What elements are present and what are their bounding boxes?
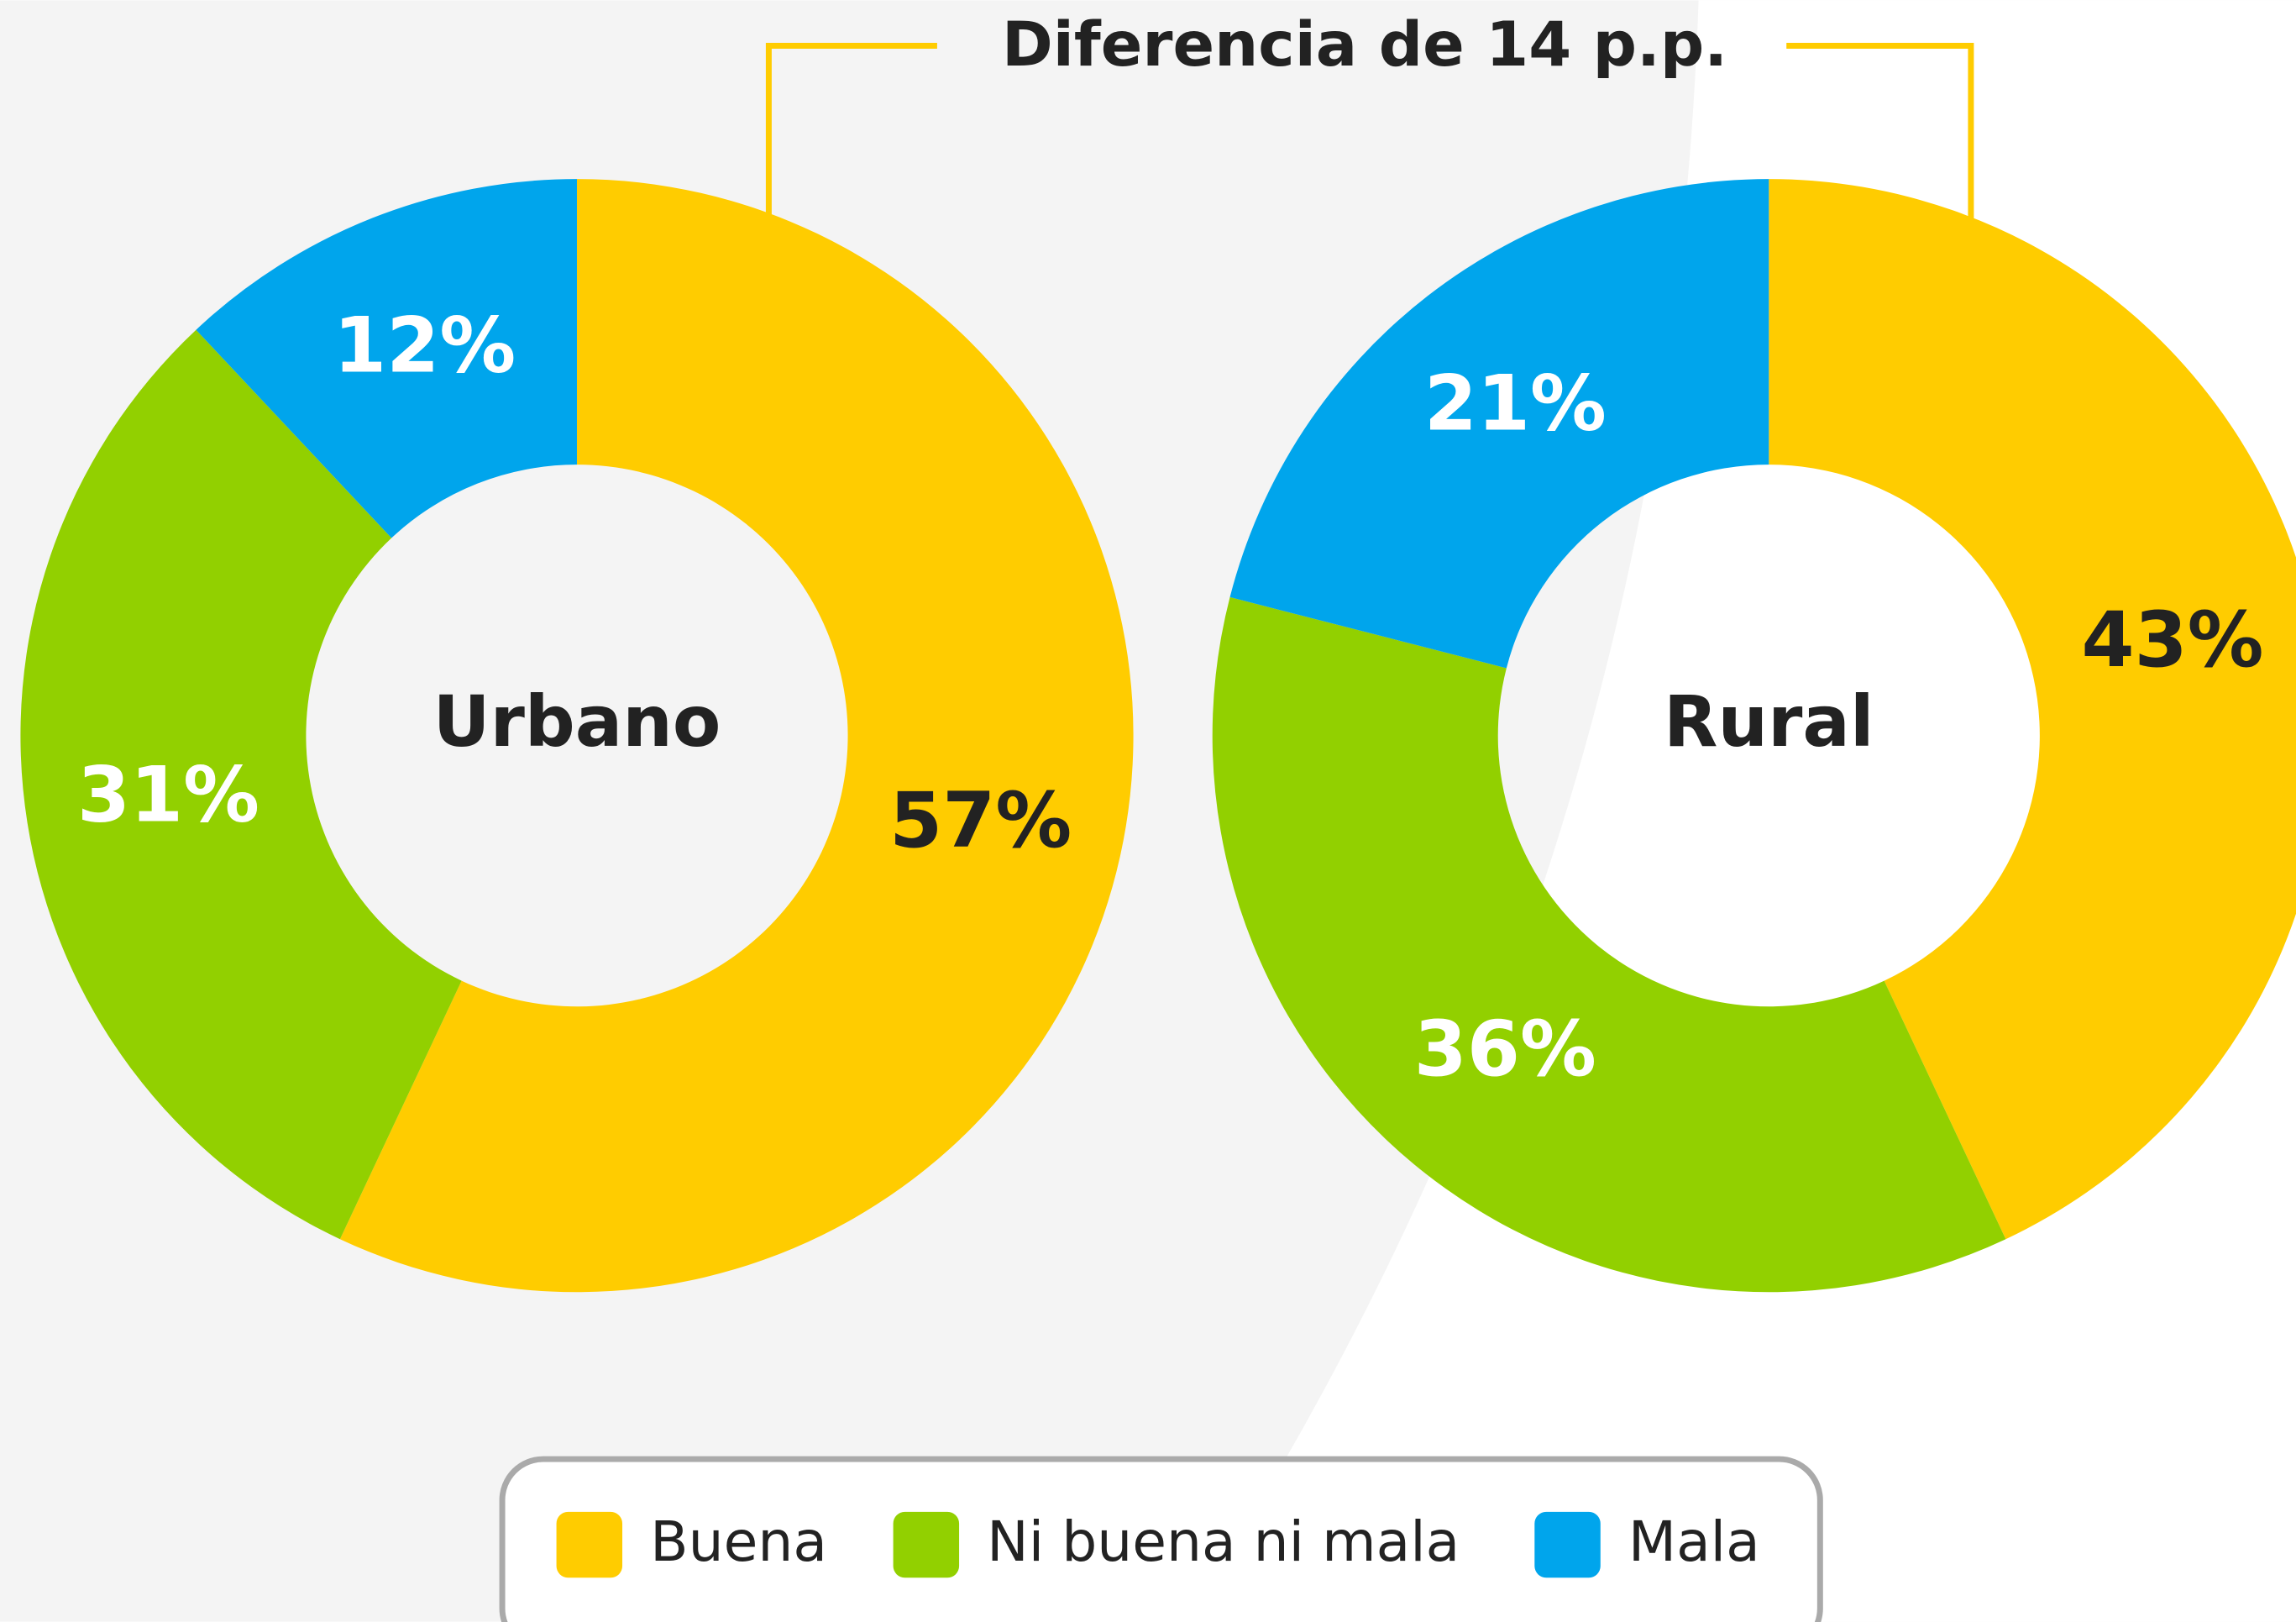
legend-label: Buena — [650, 1509, 827, 1574]
data-label: 12% — [333, 302, 516, 391]
data-label: 43% — [2082, 596, 2264, 685]
data-label: 57% — [889, 777, 1072, 865]
legend-swatch — [556, 1511, 623, 1578]
donut-slice — [1229, 179, 1769, 669]
legend-swatch — [1534, 1511, 1601, 1578]
legend-label: Ni buena ni mala — [987, 1509, 1460, 1574]
legend-label: Mala — [1628, 1509, 1760, 1574]
annotation-bracket — [765, 42, 1974, 220]
donut-slice — [339, 179, 1134, 1293]
donut-slice — [1212, 596, 2006, 1293]
legend-swatch — [893, 1511, 960, 1578]
center-label: Rural — [1664, 680, 1874, 763]
donut-slice — [196, 179, 577, 538]
data-label: 21% — [1424, 360, 1607, 448]
data-label: 36% — [1414, 1005, 1596, 1094]
donut-slice — [1769, 179, 2296, 1240]
donut-slice — [20, 329, 462, 1240]
annotation: Diferencia de 14 p.p. — [1002, 9, 1727, 81]
center-label: Urbano — [433, 680, 721, 763]
legend-box — [499, 1456, 1823, 1622]
data-label: 31% — [77, 752, 259, 840]
